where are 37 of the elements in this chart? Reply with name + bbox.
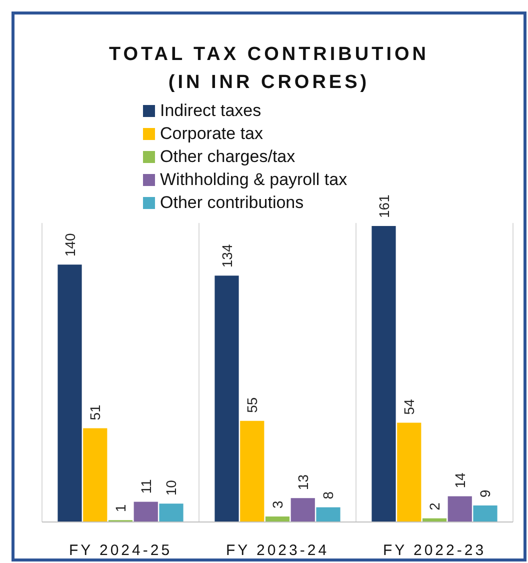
data-label: 2 <box>426 502 442 510</box>
bar <box>240 420 264 522</box>
bar <box>448 496 472 522</box>
legend-label: Indirect taxes <box>160 101 262 120</box>
legend-label: Other charges/tax <box>160 147 296 166</box>
data-label: 161 <box>376 194 392 218</box>
legend-label: Withholding & payroll tax <box>160 170 348 189</box>
bar <box>397 422 422 522</box>
bar <box>58 264 82 522</box>
data-label: 51 <box>87 404 104 420</box>
data-label: 13 <box>294 474 311 490</box>
data-label: 55 <box>244 397 260 413</box>
data-label: 1 <box>112 504 128 512</box>
data-label: 140 <box>62 233 78 257</box>
x-tick-label: FY 2023-24 <box>226 542 330 559</box>
legend-label: Corporate tax <box>160 124 264 143</box>
bar <box>473 505 498 522</box>
bar <box>159 504 184 522</box>
data-label: 11 <box>138 479 154 494</box>
bar <box>372 226 396 522</box>
x-tick-label: FY 2024-25 <box>68 542 172 559</box>
bar <box>265 516 290 522</box>
bar <box>290 498 315 522</box>
data-label: 134 <box>218 244 235 268</box>
legend-label: Other contributions <box>160 193 304 212</box>
data-label: 10 <box>163 480 180 496</box>
bar <box>214 276 239 522</box>
data-label: 54 <box>401 398 418 415</box>
bar <box>134 502 158 522</box>
data-label: 8 <box>320 491 336 500</box>
data-label: 3 <box>270 500 286 508</box>
chart-title: TOTAL TAX CONTRIBUTION (IN INR CRORES) <box>108 44 430 93</box>
data-label: 9 <box>477 489 494 498</box>
bar <box>83 428 108 522</box>
x-tick-label: FY 2022-23 <box>382 542 486 559</box>
bar <box>316 507 340 522</box>
data-label: 14 <box>452 472 468 488</box>
